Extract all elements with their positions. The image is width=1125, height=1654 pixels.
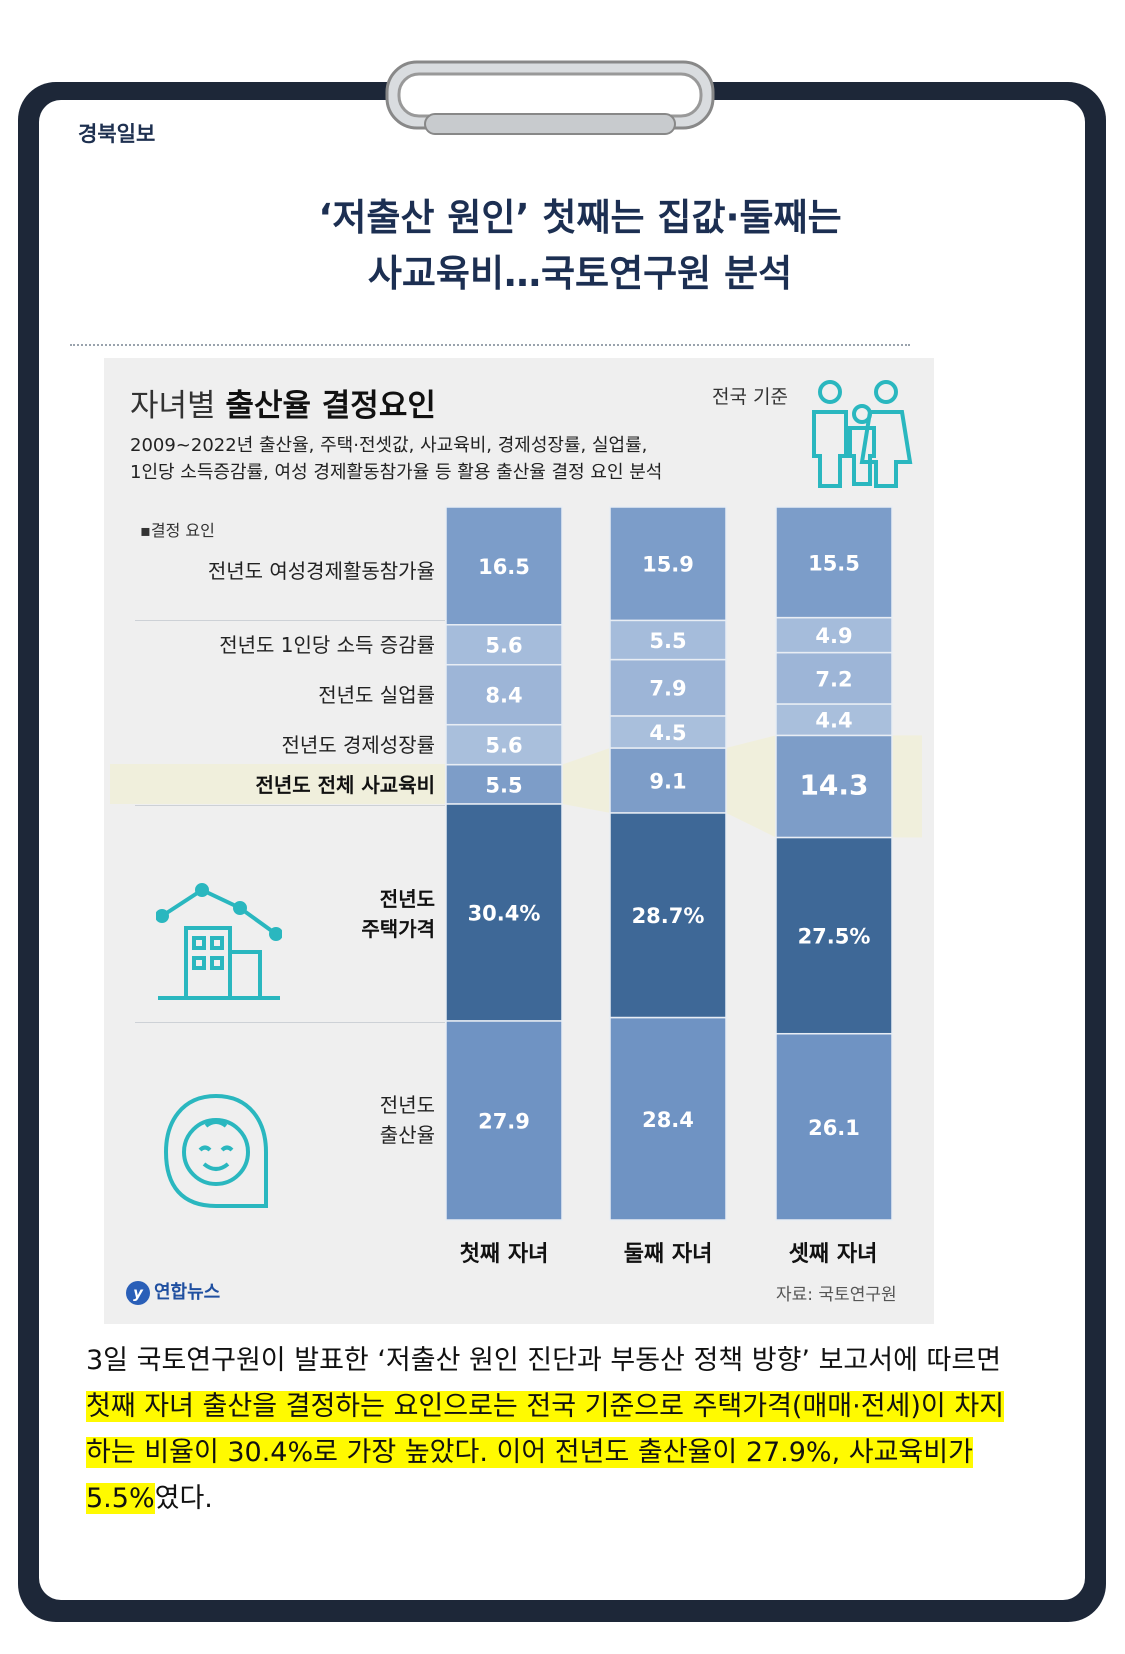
factor-header: ▪결정 요인 [140,521,215,540]
graphic-title-light: 자녀별 [130,388,226,424]
x-label-first-child: 첫째 자녀 [459,1242,549,1267]
bar-segment [445,663,563,726]
graphic-basis: 전국 기준 [712,386,788,408]
row-label-birth-rate: 전년도 출산율 [380,1090,435,1150]
headline-line-2: 사교육비…국토연구원 분석 [367,252,793,295]
bar-value-label: 27.5% [798,925,871,949]
row-label-unemployment: 전년도 실업률 [318,683,435,707]
body-highlight: 첫째 자녀 출산을 결정하는 요인으로는 전국 기준으로 주택가격(매매·전세)… [86,1391,1005,1514]
row-label-housing-line-1: 전년도 [379,887,435,911]
clipboard-clip-icon [385,60,715,135]
bar-segment [609,506,727,622]
bar-value-label: 4.4 [815,709,852,733]
bar-value-label: 15.9 [642,553,694,577]
bar-segment [775,616,893,654]
bar-value-label: 5.5 [485,773,522,797]
bar-segment [775,836,893,1035]
body-part-1: 3일 국토연구원이 발표한 ‘저출산 원인 진단과 부동산 정책 방향’ 보고서… [86,1345,1002,1376]
publisher-name: 경북일보 [78,122,156,146]
bar-segment [775,1032,893,1221]
headline: ‘저출산 원인’ 첫째는 집값·둘째는 사교육비…국토연구원 분석 [80,190,1080,302]
row-separator [135,1022,445,1023]
bar-segment [445,1020,563,1221]
x-label-second-child: 둘째 자녀 [623,1242,713,1267]
graphic-description: 2009~2022년 출산율, 주택·전셋값, 사교육비, 경제성장률, 실업률… [130,432,662,486]
data-credit: 자료: 국토연구원 [776,1285,897,1305]
highlight-connector [562,747,610,813]
house-price-icon [156,883,282,1000]
yonhap-logo-text: 연합뉴스 [154,1282,221,1303]
bar-value-label: 4.9 [815,624,852,648]
highlight-connector [892,735,922,838]
bar-value-label: 7.9 [649,677,686,701]
bar-value-label: 5.5 [649,629,686,653]
bar-value-label: 7.2 [815,667,852,691]
bar-segment [445,763,563,805]
description-line-2: 1인당 소득증감률, 여성 경제활동참가율 등 활용 출산율 결정 요인 분석 [130,462,663,483]
row-label-income-change: 전년도 1인당 소득 증감률 [219,633,435,657]
dotted-divider [70,344,910,346]
bar-value-label: 4.5 [649,721,686,745]
highlight-connector [726,735,776,838]
bar-segment [775,703,893,737]
row-label-birth-rate-line-2: 출산율 [379,1123,435,1147]
body-part-2: 였다. [154,1483,213,1514]
bar-value-label: 5.6 [485,734,522,758]
bar-segment [775,651,893,705]
bar-segment [445,803,563,1022]
article-body: 3일 국토연구원이 발표한 ‘저출산 원인 진단과 부동산 정책 방향’ 보고서… [86,1338,1016,1522]
bar-segment [609,1016,727,1221]
bar-value-label: 30.4% [468,901,541,925]
bar-value-label: 15.5 [808,551,860,575]
bar-segment [775,506,893,619]
bar-segment [775,734,893,839]
graphic-title-bold: 출산율 결정요인 [225,388,436,424]
row-separator [135,805,445,806]
graphic-title: 자녀별 출산율 결정요인 [130,380,436,425]
bar-segment [609,658,727,717]
family-icon [812,380,913,488]
bar-value-label: 28.7% [632,904,705,928]
bar-value-label: 16.5 [478,555,530,579]
row-label-growth: 전년도 경제성장률 [281,733,435,757]
yonhap-logo: y 연합뉴스 [126,1278,220,1305]
row-label-housing-line-2: 주택가격 [361,917,435,941]
row-label-female-participation: 전년도 여성경제활동참가율 [207,559,435,583]
headline-line-1: ‘저출산 원인’ 첫째는 집값·둘째는 [318,196,842,239]
description-line-1: 2009~2022년 출산율, 주택·전셋값, 사교육비, 경제성장률, 실업률… [130,435,648,456]
highlight-band-row [110,764,445,804]
bar-value-label: 28.4 [642,1108,694,1132]
bar-value-label: 26.1 [808,1116,860,1140]
bar-segment [609,812,727,1019]
bar-value-label: 9.1 [649,769,686,793]
bar-value-label: 27.9 [478,1109,530,1133]
x-label-third-child: 셋째 자녀 [788,1242,878,1267]
bar-value-label: 5.6 [485,634,522,658]
yonhap-logo-icon: y [126,1281,150,1305]
bar-value-label: 8.4 [485,684,522,708]
row-label-birth-rate-line-1: 전년도 [379,1093,435,1117]
bar-segment [609,747,727,814]
bar-segment [445,506,563,626]
baby-icon [163,1093,268,1208]
bar-value-label: 14.3 [799,768,868,801]
row-separator [135,620,445,621]
row-label-housing: 전년도 주택가격 [361,884,435,944]
row-label-private-education: 전년도 전체 사교육비 [255,773,435,797]
